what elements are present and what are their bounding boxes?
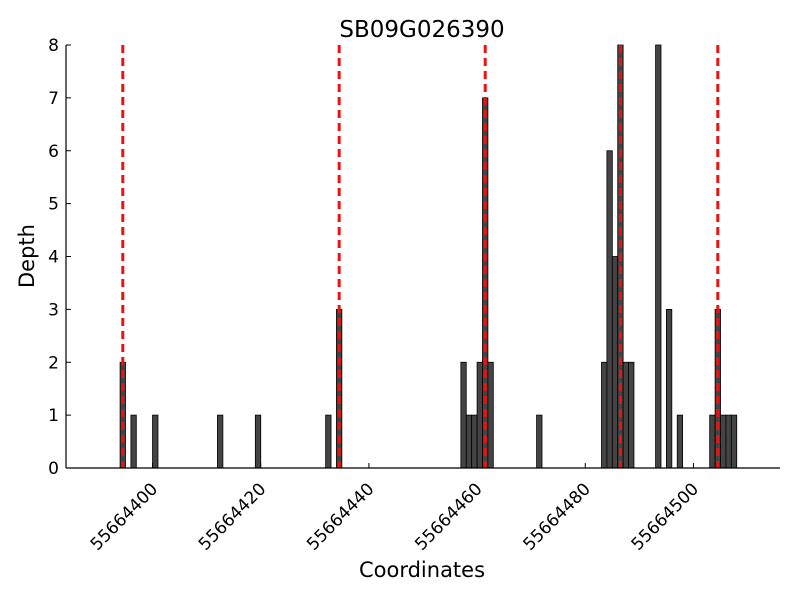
x-axis-label: Coordinates bbox=[359, 558, 485, 582]
x-tick-label: 55664420 bbox=[195, 479, 270, 554]
bar bbox=[676, 414, 684, 469]
y-tick-label: 5 bbox=[48, 195, 59, 215]
bar bbox=[709, 414, 716, 469]
bar bbox=[254, 414, 262, 469]
bar bbox=[465, 414, 473, 469]
bar bbox=[622, 361, 629, 469]
bar bbox=[720, 414, 727, 469]
chart-title: SB09G026390 bbox=[339, 17, 504, 43]
bar bbox=[666, 308, 673, 469]
bar bbox=[611, 256, 619, 469]
bar bbox=[730, 414, 738, 469]
bar bbox=[606, 150, 613, 469]
bar bbox=[725, 414, 732, 469]
bar bbox=[217, 414, 224, 469]
bar bbox=[152, 414, 159, 469]
bar bbox=[476, 361, 483, 469]
y-tick-label: 0 bbox=[48, 459, 59, 479]
bar bbox=[471, 414, 478, 469]
bar bbox=[536, 414, 543, 469]
bar bbox=[130, 414, 137, 469]
bar bbox=[655, 44, 662, 469]
y-axis-label: Depth bbox=[15, 224, 39, 288]
bar bbox=[325, 414, 332, 469]
y-tick-label: 1 bbox=[48, 406, 59, 426]
bar bbox=[487, 361, 494, 469]
y-tick-label: 4 bbox=[48, 248, 59, 268]
x-tick-label: 55664440 bbox=[303, 479, 378, 554]
bar bbox=[628, 361, 635, 469]
bar bbox=[460, 361, 467, 469]
bar bbox=[601, 361, 608, 469]
y-tick-label: 7 bbox=[48, 89, 59, 109]
x-tick-label: 55664500 bbox=[628, 479, 703, 554]
x-tick-label: 55664460 bbox=[411, 479, 486, 554]
x-tick-label: 55664400 bbox=[87, 479, 162, 554]
y-tick-label: 3 bbox=[48, 300, 59, 320]
y-tick-label: 6 bbox=[48, 142, 59, 162]
y-tick-label: 2 bbox=[48, 353, 59, 373]
x-tick-label: 55664480 bbox=[519, 479, 594, 554]
y-tick-label: 8 bbox=[48, 36, 59, 56]
